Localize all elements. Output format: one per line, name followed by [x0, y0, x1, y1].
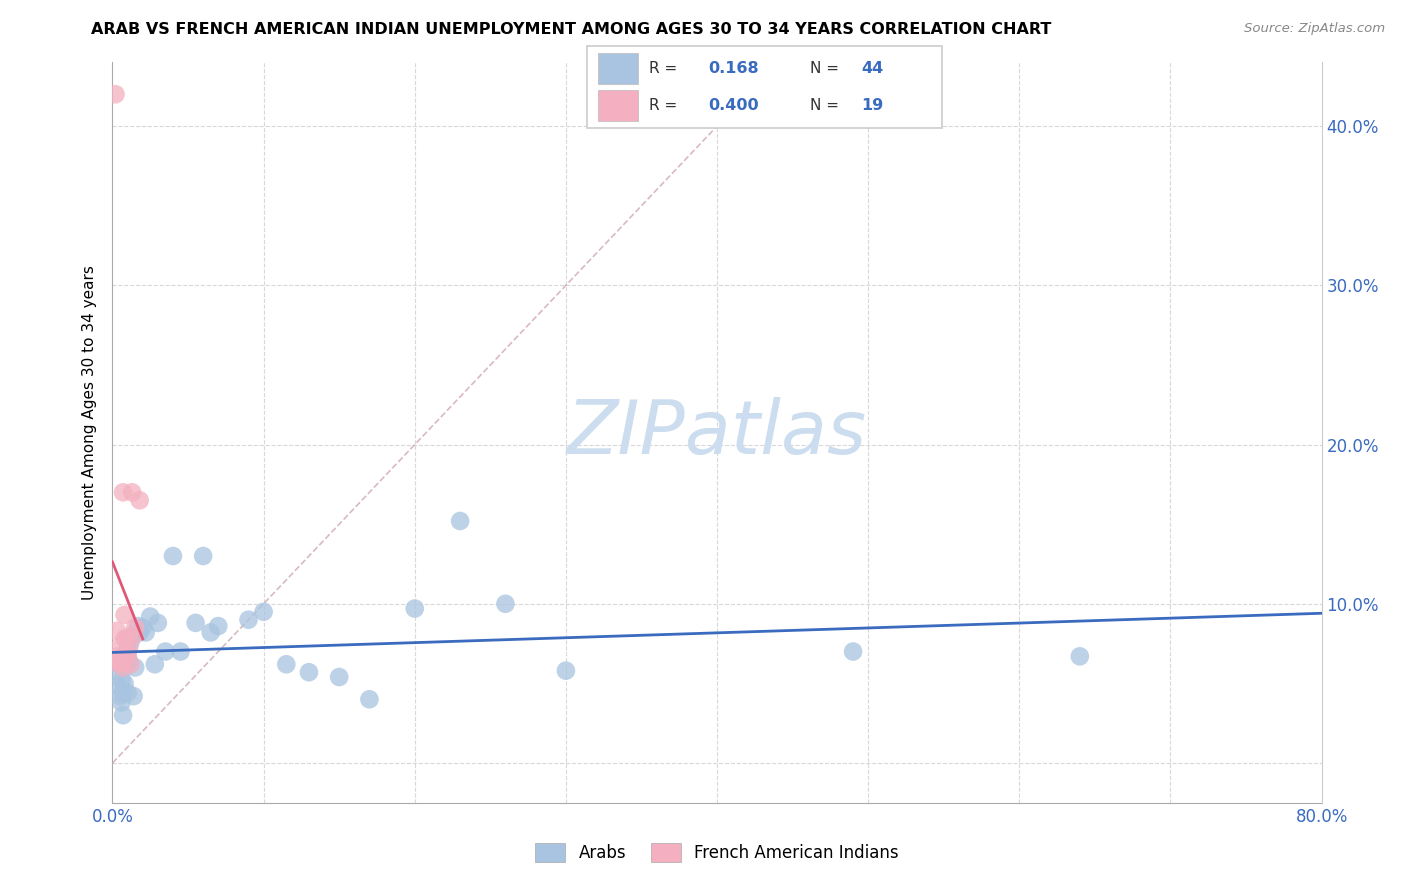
- Point: [115, 648, 138, 662]
- Point: [207, 619, 229, 633]
- Point: [115, 632, 138, 646]
- Legend: Arabs, French American Indians: Arabs, French American Indians: [529, 836, 905, 869]
- Point: [143, 657, 166, 672]
- Point: [359, 692, 381, 706]
- Point: [122, 629, 145, 643]
- Point: [128, 493, 150, 508]
- Point: [108, 656, 131, 670]
- Point: [155, 644, 177, 658]
- Point: [238, 613, 260, 627]
- Point: [404, 601, 426, 615]
- Point: [132, 621, 155, 635]
- Point: [191, 549, 214, 563]
- Point: [118, 641, 141, 656]
- Point: [114, 676, 136, 690]
- FancyBboxPatch shape: [598, 54, 638, 84]
- Point: [118, 654, 141, 668]
- Point: [184, 615, 207, 630]
- Point: [1069, 649, 1091, 664]
- Point: [105, 624, 128, 638]
- Point: [139, 609, 162, 624]
- Text: R =: R =: [650, 98, 678, 113]
- Point: [124, 621, 146, 635]
- Point: [169, 644, 191, 658]
- Text: 0.400: 0.400: [707, 98, 758, 113]
- Point: [108, 657, 131, 672]
- Point: [105, 656, 128, 670]
- Text: R =: R =: [650, 61, 678, 76]
- Point: [127, 619, 149, 633]
- Point: [117, 686, 139, 700]
- Point: [112, 686, 135, 700]
- Text: 44: 44: [862, 61, 883, 76]
- Point: [112, 708, 135, 723]
- Text: ZIPatlas: ZIPatlas: [567, 397, 868, 468]
- Point: [120, 635, 142, 649]
- Point: [110, 673, 132, 688]
- Point: [120, 657, 142, 672]
- Point: [110, 656, 132, 670]
- Point: [107, 680, 129, 694]
- Point: [114, 632, 136, 646]
- Point: [162, 549, 184, 563]
- Point: [122, 689, 145, 703]
- Point: [298, 665, 321, 680]
- Point: [114, 607, 136, 622]
- Point: [108, 689, 131, 703]
- Point: [128, 625, 150, 640]
- Point: [253, 605, 276, 619]
- Text: ARAB VS FRENCH AMERICAN INDIAN UNEMPLOYMENT AMONG AGES 30 TO 34 YEARS CORRELATIO: ARAB VS FRENCH AMERICAN INDIAN UNEMPLOYM…: [91, 22, 1052, 37]
- Point: [108, 640, 131, 654]
- Point: [124, 660, 146, 674]
- FancyBboxPatch shape: [598, 90, 638, 120]
- Text: N =: N =: [810, 98, 839, 113]
- Point: [112, 660, 135, 674]
- Point: [121, 629, 143, 643]
- Point: [842, 644, 865, 658]
- Point: [121, 485, 143, 500]
- FancyBboxPatch shape: [588, 46, 942, 128]
- Point: [117, 641, 139, 656]
- Point: [135, 625, 157, 640]
- Point: [104, 87, 127, 102]
- Point: [114, 660, 136, 674]
- Point: [105, 664, 128, 678]
- Point: [110, 696, 132, 710]
- Text: Source: ZipAtlas.com: Source: ZipAtlas.com: [1244, 22, 1385, 36]
- Point: [495, 597, 517, 611]
- Point: [112, 485, 135, 500]
- Text: 0.168: 0.168: [707, 61, 758, 76]
- Text: 19: 19: [862, 98, 883, 113]
- Point: [554, 664, 576, 678]
- Point: [328, 670, 350, 684]
- Point: [146, 615, 169, 630]
- Text: N =: N =: [810, 61, 839, 76]
- Point: [107, 649, 129, 664]
- Point: [200, 625, 222, 640]
- Y-axis label: Unemployment Among Ages 30 to 34 years: Unemployment Among Ages 30 to 34 years: [82, 265, 97, 600]
- Point: [117, 648, 139, 662]
- Point: [276, 657, 298, 672]
- Point: [449, 514, 471, 528]
